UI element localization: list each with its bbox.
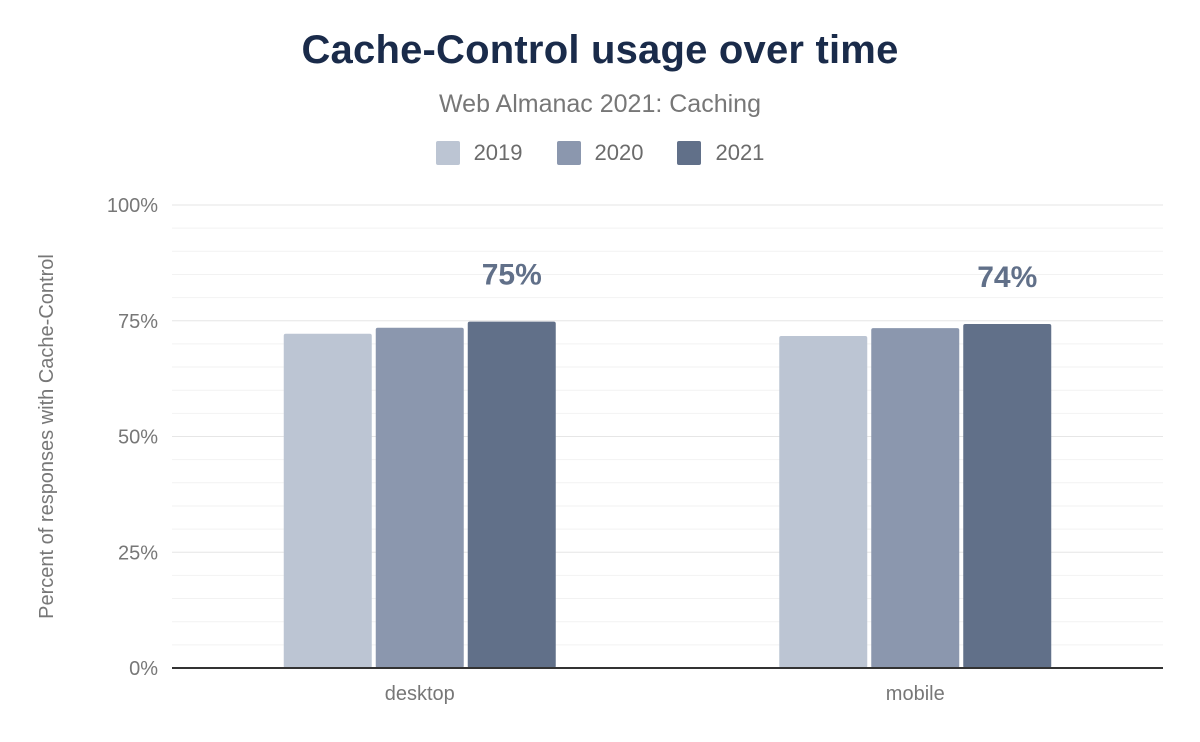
y-tick-label: 0% — [129, 658, 158, 680]
data-labels: 75% 74% — [482, 259, 1038, 294]
legend-swatch — [435, 141, 460, 165]
bar-mobile-2021 — [963, 323, 1052, 668]
y-axis-ticks: 0% 25% 50% 75% 100% — [107, 195, 158, 680]
x-axis-ticks: desktop mobile — [385, 683, 945, 705]
y-tick-label: 50% — [118, 427, 158, 449]
bars — [283, 321, 1052, 668]
bar-mobile-2020 — [871, 328, 960, 668]
chart-title: Cache-Control usage over time — [301, 28, 899, 72]
data-label-mobile: 74% — [977, 261, 1037, 294]
y-tick-label: 100% — [107, 195, 158, 217]
y-tick-label: 25% — [118, 542, 158, 564]
bar-mobile-2019 — [779, 336, 868, 668]
legend-label: 2020 — [594, 140, 644, 165]
y-axis-title: Percent of responses with Cache-Control — [36, 254, 58, 619]
legend-item-2020: 2020 — [556, 140, 644, 166]
y-tick-label: 75% — [118, 311, 158, 333]
x-tick-label-desktop: desktop — [385, 683, 455, 705]
x-tick-label-mobile: mobile — [886, 683, 945, 705]
legend-label: 2021 — [715, 140, 765, 165]
legend-label: 2019 — [473, 140, 523, 165]
bar-desktop-2020 — [375, 327, 464, 668]
chart-legend: 2019 2020 2021 — [0, 140, 1200, 166]
data-label-desktop: 75% — [482, 259, 542, 292]
legend-swatch — [677, 141, 702, 165]
bar-desktop-2021 — [467, 321, 556, 668]
legend-swatch — [556, 141, 581, 165]
chart-subtitle: Web Almanac 2021: Caching — [439, 90, 761, 118]
legend-item-2019: 2019 — [435, 140, 523, 166]
legend-item-2021: 2021 — [677, 140, 764, 166]
bar-desktop-2019 — [283, 333, 372, 668]
